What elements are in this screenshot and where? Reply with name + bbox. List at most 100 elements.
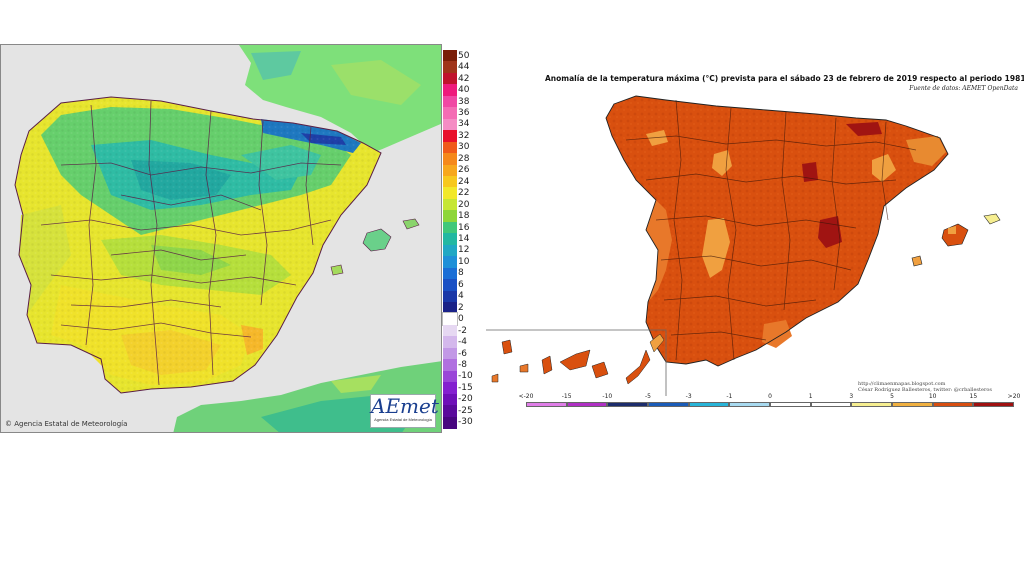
anomaly-legend-swatch [688,402,730,407]
legend-label: 0 [458,314,464,325]
legend-label: 8 [458,268,464,279]
anomaly-legend-label: -10 [602,393,613,400]
legend-label: -15 [458,382,473,393]
legend-label: -6 [458,348,467,359]
legend-label: -2 [458,325,467,336]
anomaly-legend-label: 0 [768,393,772,400]
legend-swatch [443,393,457,406]
anomaly-legend-label: -1 [726,393,733,400]
legend-swatch [443,336,457,349]
legend-label: 6 [458,279,464,290]
anomaly-legend-swatch [648,402,689,407]
aemet-logo-subtitle: Agencia Estatal de Meteorología [374,417,432,422]
legend-swatch [443,324,457,337]
legend-label: 36 [458,108,470,118]
anomaly-legend-label: >20 [1007,393,1021,400]
legend-swatch [443,61,457,74]
legend-label: 16 [458,222,470,233]
temperature-color-scale: 50 44 42 40 38 36 34 32 30 28 26 24 22 20 18 16 14 12 10 8 6… [442,44,482,433]
legend-label: 50 [458,50,470,61]
legend-swatch [443,382,457,395]
anomaly-legend-swatch [729,402,770,407]
legend-swatch [443,153,457,166]
anomaly-legend-swatch [526,402,567,407]
legend-swatch [443,370,457,383]
legend-label: 30 [458,142,470,153]
legend-label: -8 [458,360,467,370]
aemet-logo: AEmet Agencia Estatal de Meteorología [370,394,439,428]
anomaly-map-source: Fuente de datos: AEMET OpenData [909,85,1018,92]
legend-swatch [443,221,457,234]
legend-swatch [443,50,457,62]
anomaly-legend-swatch [892,402,933,407]
anomaly-legend-swatch [973,402,1014,407]
legend-swatch [443,302,457,314]
balearic-islands-anomaly [911,213,1001,267]
legend-label: 22 [458,188,470,199]
anomaly-legend-label: 5 [890,393,894,400]
anomaly-map [486,70,1024,410]
legend-label: -10 [458,371,473,382]
spain-mainland [605,95,949,367]
balearic-islands [330,218,420,276]
legend-label: 12 [458,245,470,256]
anomaly-legend-swatch [932,402,974,407]
legend-swatch [443,290,457,303]
legend-label: -30 [458,417,473,428]
legend-label: 14 [458,234,470,244]
legend-label: 2 [458,302,464,313]
legend-label: 26 [458,165,470,176]
legend-label: 40 [458,85,470,96]
legend-swatch [443,84,457,97]
legend-label: -25 [458,405,473,416]
legend-swatch [443,72,457,85]
legend-swatch [443,244,457,257]
legend-label: 32 [458,130,470,141]
credit-blog: http://climaenmapas.blogspot.com [858,381,946,387]
anomaly-legend-label: -5 [645,393,651,400]
legend-swatch [443,279,457,292]
iberian-peninsula [14,96,382,394]
credit-author: César Rodríguez Ballesteros, twitter: @c… [858,387,992,393]
legend-swatch [443,233,457,246]
legend-label: 18 [458,211,470,222]
legend-label: 44 [458,62,470,73]
legend-swatch [443,176,457,188]
legend-swatch [443,267,457,280]
anomaly-legend-swatch [770,402,811,407]
legend-label: 28 [458,153,470,164]
anomaly-legend-label: 1 [808,393,813,400]
left-map-credit: © Agencia Estatal de Meteorología [5,420,128,428]
legend-label: 4 [458,291,464,302]
anomaly-map-title: Anomalía de la temperatura máxima (°C) p… [545,74,1024,83]
anomaly-legend-swatch [810,402,852,407]
legend-swatch [443,118,457,131]
legend-swatch [443,141,457,154]
legend-swatch [443,359,457,372]
legend-label: -20 [458,394,473,405]
anomaly-color-scale: <-20 -15 -10 -5 -3 -1 0 1 3 5 10 15 >20 [519,393,1021,413]
iberia-temperature-map [1,45,441,432]
anomaly-legend-swatch [566,402,608,407]
legend-swatch [443,416,457,429]
legend-label: 38 [458,96,470,107]
anomaly-legend-label: -15 [561,393,572,400]
legend-swatch [443,130,457,143]
legend-swatch [443,210,457,223]
canary-islands [491,333,665,385]
anomaly-legend-label: 10 [928,393,937,400]
aemet-logo-word: AEmet [371,394,439,418]
legend-swatch [443,164,457,177]
legend-swatch [443,405,457,418]
legend-swatch [443,95,457,108]
anomaly-legend-swatch [851,402,892,407]
legend-swatch [443,107,457,120]
legend-swatch [443,187,457,200]
anomaly-legend-label: 3 [849,393,854,400]
legend-label: -4 [458,337,467,348]
legend-swatch [442,312,458,327]
legend-label: 34 [458,119,470,130]
legend-swatch [443,347,457,360]
legend-label: 24 [458,176,470,187]
legend-label: 10 [458,256,470,267]
